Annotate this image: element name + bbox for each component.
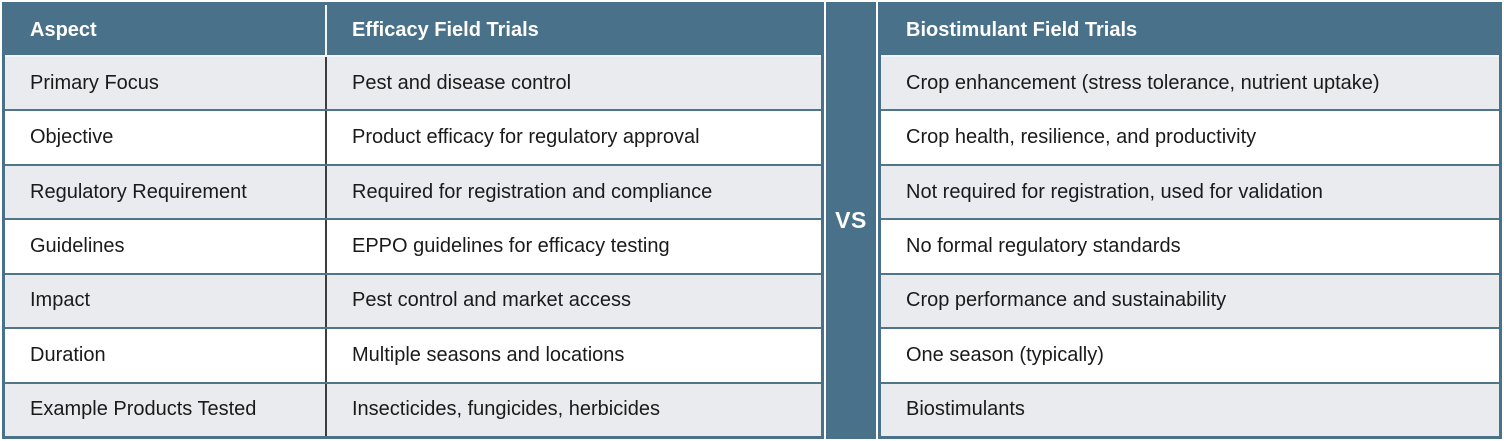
aspect-cell: Guidelines [5, 220, 327, 273]
table-row: Guidelines EPPO guidelines for efficacy … [5, 218, 821, 273]
aspect-cell: Impact [5, 274, 327, 328]
table-row: Crop enhancement (stress tolerance, nutr… [881, 55, 1499, 110]
efficacy-cell: Pest control and market access [352, 289, 632, 312]
table-row: No formal regulatory standards [881, 218, 1499, 273]
efficacy-cell: Required for registration and compliance [352, 180, 713, 203]
efficacy-cell: EPPO guidelines for efficacy testing [352, 234, 670, 257]
table-row: Crop health, resilience, and productivit… [881, 109, 1499, 164]
biostimulant-table: Biostimulant Field Trials Crop enhanceme… [878, 2, 1502, 439]
biostimulant-cell: No formal regulatory standards [906, 234, 1181, 257]
biostimulant-column-header: Biostimulant Field Trials [906, 18, 1138, 41]
table-row: Impact Pest control and market access [5, 272, 821, 328]
table-row: Crop performance and sustainability [881, 272, 1499, 328]
aspect-cell: Regulatory Requirement [5, 165, 327, 219]
table-header-row: Aspect Efficacy Field Trials [5, 5, 821, 55]
aspect-cell: Primary Focus [5, 57, 327, 110]
table-row: Primary Focus Pest and disease control [5, 55, 821, 110]
efficacy-table: Aspect Efficacy Field Trials Primary Foc… [2, 2, 824, 439]
table-header-row: Biostimulant Field Trials [881, 5, 1499, 55]
biostimulant-cell: One season (typically) [906, 343, 1104, 366]
efficacy-cell: Insecticides, fungicides, herbicides [352, 398, 660, 421]
vs-label: VS [835, 207, 867, 233]
table-row: Regulatory Requirement Required for regi… [5, 163, 821, 219]
table-row: Duration Multiple seasons and locations [5, 327, 821, 382]
biostimulant-cell: Biostimulants [906, 398, 1025, 421]
table-row: One season (typically) [881, 327, 1499, 382]
aspect-cell: Example Products Tested [5, 383, 327, 436]
vs-divider: VS [826, 2, 876, 439]
aspect-cell: Objective [5, 111, 327, 164]
biostimulant-cell: Crop performance and sustainability [906, 289, 1227, 312]
table-row: Not required for registration, used for … [881, 163, 1499, 219]
efficacy-cell: Multiple seasons and locations [352, 343, 625, 366]
efficacy-column-header: Efficacy Field Trials [352, 18, 539, 41]
efficacy-cell: Pest and disease control [352, 71, 572, 94]
table-row: Objective Product efficacy for regulator… [5, 109, 821, 164]
efficacy-cell: Product efficacy for regulatory approval [352, 126, 700, 149]
table-row: Example Products Tested Insecticides, fu… [5, 381, 821, 436]
biostimulant-cell: Not required for registration, used for … [906, 180, 1323, 203]
aspect-column-header: Aspect [5, 5, 327, 55]
biostimulant-cell: Crop enhancement (stress tolerance, nutr… [906, 71, 1380, 94]
aspect-cell: Duration [5, 329, 327, 382]
biostimulant-cell: Crop health, resilience, and productivit… [906, 126, 1257, 149]
table-row: Biostimulants [881, 381, 1499, 436]
